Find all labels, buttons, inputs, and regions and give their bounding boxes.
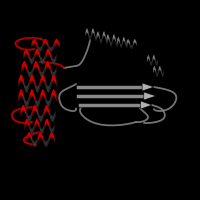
- Bar: [78, 103, 141, 107]
- Bar: [76, 94, 144, 98]
- FancyArrow shape: [141, 101, 152, 109]
- Bar: [76, 85, 142, 89]
- FancyArrow shape: [142, 83, 154, 91]
- FancyArrow shape: [144, 92, 156, 100]
